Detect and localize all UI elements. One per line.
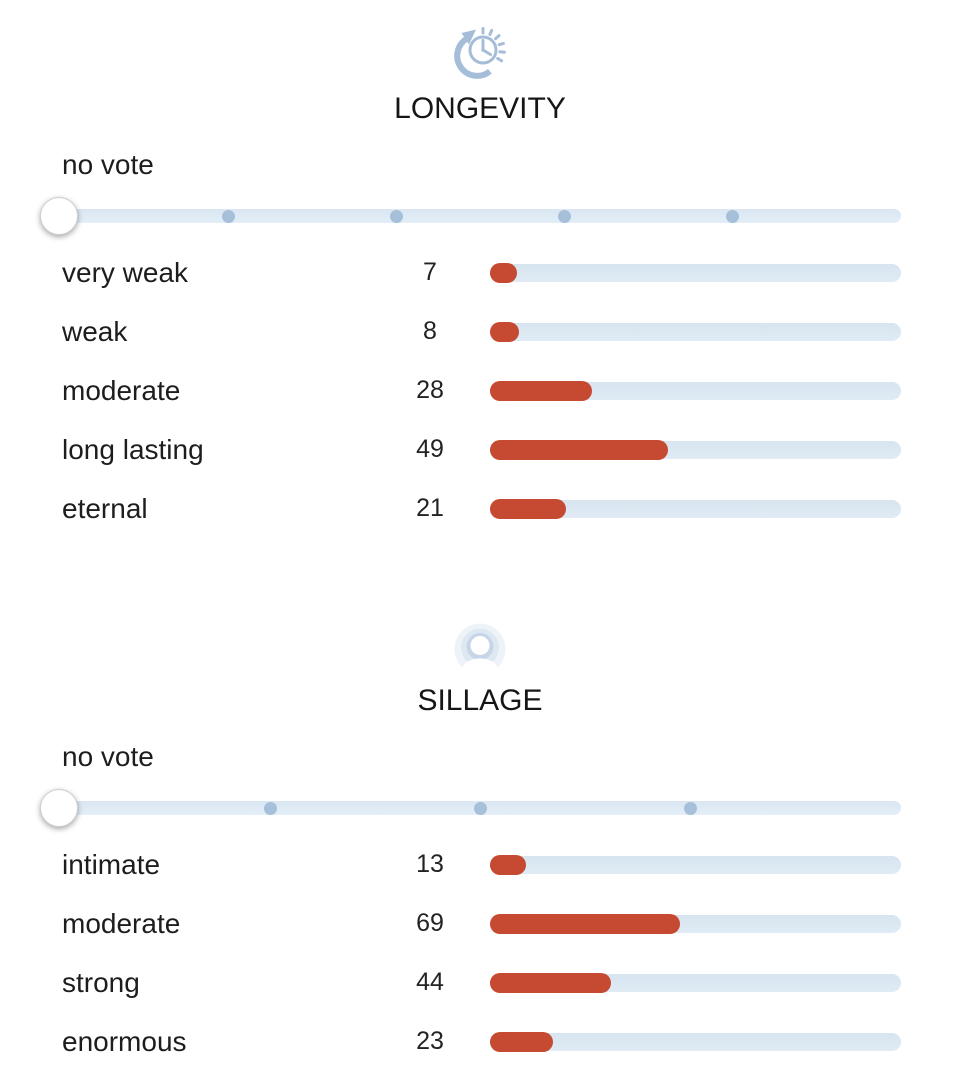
vote-bar-track [490,264,901,282]
vote-bar[interactable] [490,913,901,935]
vote-option-label[interactable]: eternal [62,493,370,525]
vote-bar[interactable] [490,854,901,876]
vote-option-label[interactable]: moderate [62,375,370,407]
slider-track[interactable] [60,801,901,815]
slider-stop-dot [558,210,571,223]
vote-bar-fill [490,499,566,519]
slider-handle[interactable] [40,197,78,235]
slider-stop-dot [222,210,235,223]
longevity-title: LONGEVITY [0,92,960,126]
vote-row: strong 44 [0,953,960,1012]
vote-bar[interactable] [490,321,901,343]
vote-bar[interactable] [490,380,901,402]
vote-row: enormous 23 [0,1012,960,1071]
vote-bar-fill [490,263,517,283]
vote-count: 49 [370,435,490,464]
slider-stop-dot [726,210,739,223]
vote-bar[interactable] [490,498,901,520]
vote-row: moderate 28 [0,361,960,420]
vote-row: intimate 13 [0,835,960,894]
vote-bar[interactable] [490,1031,901,1053]
slider-stop-dot [390,210,403,223]
sillage-section: SILLAGE no vote intimate 13 moderate 69 … [0,618,960,1071]
sillage-icon-wrap [0,618,960,678]
vote-bar-fill [490,914,680,934]
vote-bar-fill [490,381,592,401]
slider-handle[interactable] [40,789,78,827]
slider-track[interactable] [60,209,901,223]
vote-option-label[interactable]: enormous [62,1026,370,1058]
longevity-slider[interactable] [40,196,920,236]
vote-bar-track [490,323,901,341]
vote-row: long lasting 49 [0,420,960,479]
slider-stop-dot [684,802,697,815]
vote-option-label[interactable]: weak [62,316,370,348]
vote-row: very weak 7 [0,243,960,302]
vote-bar-track [490,856,901,874]
vote-count: 23 [370,1027,490,1056]
vote-count: 13 [370,850,490,879]
vote-bar-fill [490,855,526,875]
vote-row: weak 8 [0,302,960,361]
vote-bar[interactable] [490,439,901,461]
sillage-no-vote-label: no vote [62,740,960,774]
sillage-vote-rows: intimate 13 moderate 69 strong 44 enor [0,835,960,1071]
vote-row: moderate 69 [0,894,960,953]
vote-count: 69 [370,909,490,938]
longevity-vote-rows: very weak 7 weak 8 moderate 28 long la [0,243,960,538]
person-aura-icon [452,622,508,678]
vote-bar-fill [490,973,611,993]
vote-bar-fill [490,322,519,342]
clock-history-icon [443,24,517,86]
vote-option-label[interactable]: very weak [62,257,370,289]
vote-option-label[interactable]: long lasting [62,434,370,466]
vote-option-label[interactable]: intimate [62,849,370,881]
vote-count: 28 [370,376,490,405]
sillage-slider[interactable] [40,788,920,828]
sillage-title: SILLAGE [0,684,960,718]
slider-stop-dot [474,802,487,815]
vote-count: 7 [370,258,490,287]
vote-bar[interactable] [490,972,901,994]
slider-stop-dot [264,802,277,815]
vote-option-label[interactable]: moderate [62,908,370,940]
vote-bar-fill [490,440,668,460]
vote-count: 8 [370,317,490,346]
vote-bar-fill [490,1032,553,1052]
longevity-no-vote-label: no vote [62,148,960,182]
vote-option-label[interactable]: strong [62,967,370,999]
vote-count: 44 [370,968,490,997]
vote-bar[interactable] [490,262,901,284]
longevity-icon-wrap [0,26,960,86]
longevity-section: LONGEVITY no vote very weak 7 weak 8 mod… [0,0,960,538]
vote-count: 21 [370,494,490,523]
vote-row: eternal 21 [0,479,960,538]
